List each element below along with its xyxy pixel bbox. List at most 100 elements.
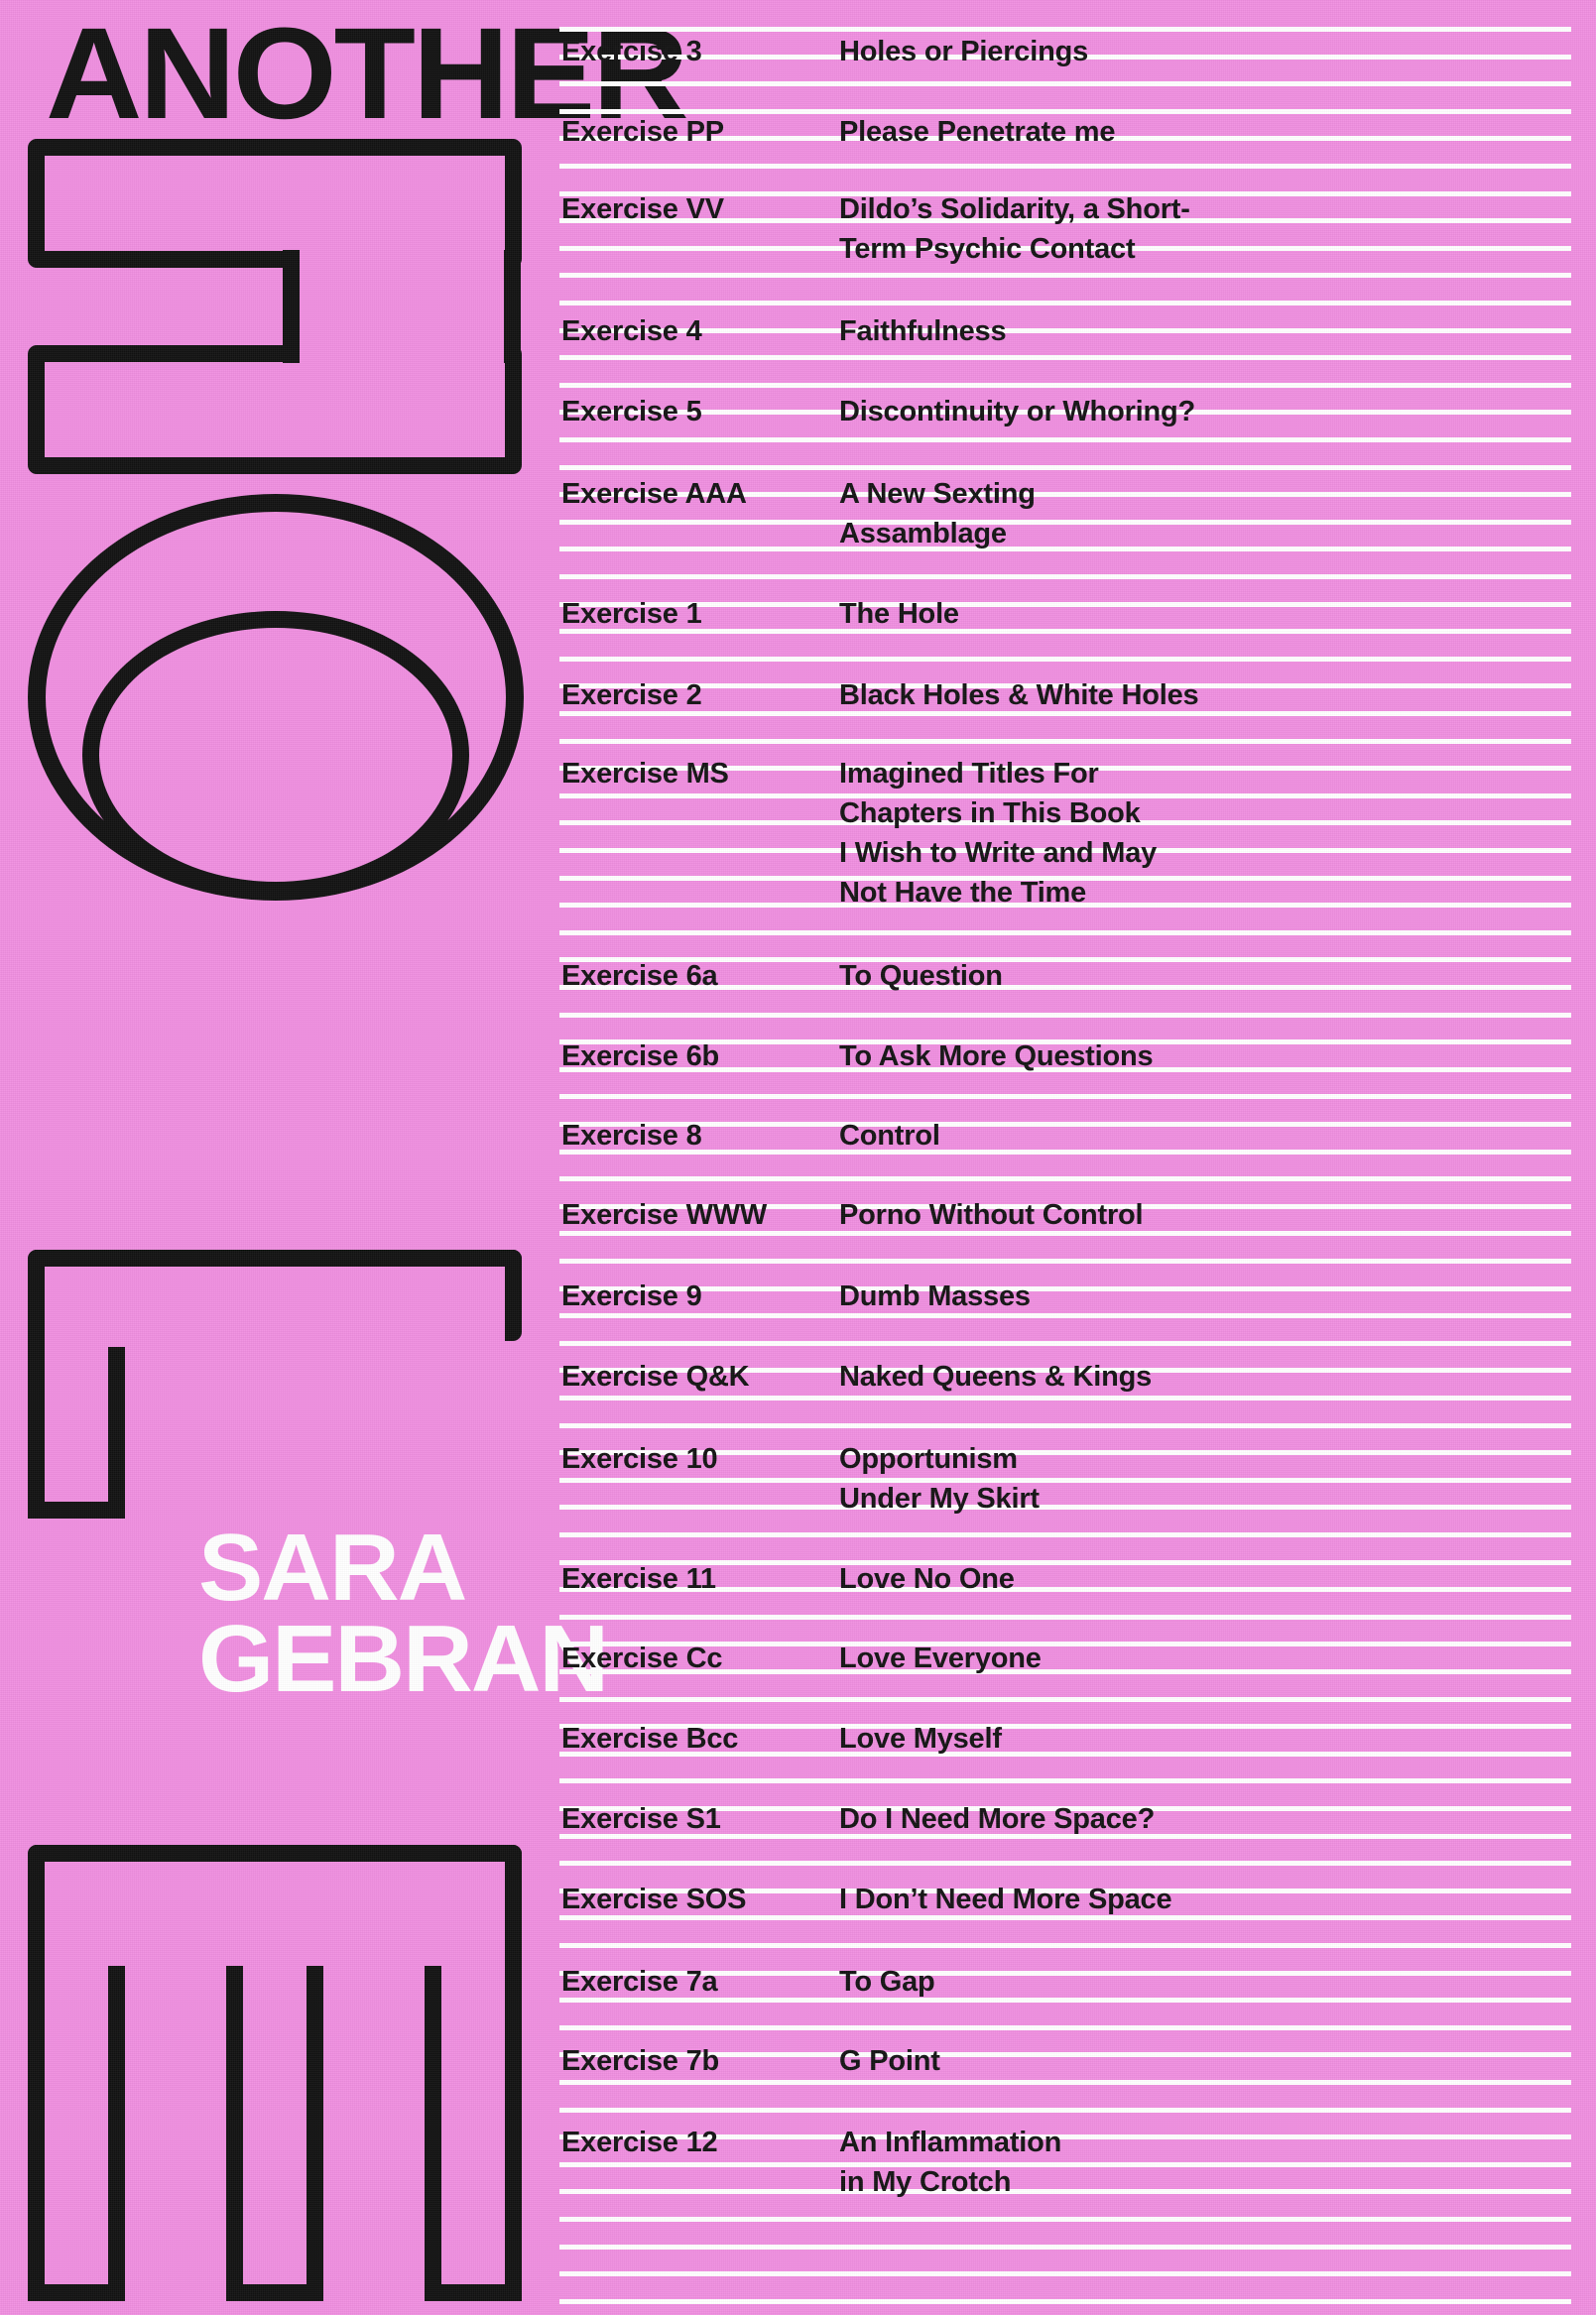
rule-line [559, 1943, 1571, 1948]
contents-row[interactable]: Exercise PP Please Penetrate me [552, 112, 1596, 152]
contents-row[interactable]: Exercise 7b G Point [552, 2041, 1596, 2081]
exercise-title: Naked Queens & Kings [839, 1357, 1596, 1397]
rule-line [559, 2244, 1571, 2250]
exercise-code: Exercise 10 [561, 1442, 718, 1475]
exercise-title-line: Chapters in This Book [839, 797, 1141, 830]
rule-line [559, 1861, 1571, 1867]
rule-line [559, 327, 1571, 333]
rule-line [559, 410, 1571, 416]
contents-row[interactable]: Exercise Bcc Love Myself [552, 1719, 1596, 1759]
rule-line [559, 1259, 1571, 1264]
contents-row[interactable]: Exercise Cc Love Everyone [552, 1639, 1596, 1678]
contents-row[interactable]: Exercise SOS I Don’t Need More Space [552, 1880, 1596, 1919]
rule-line [559, 382, 1571, 388]
exercise-title: To Question [839, 956, 1596, 996]
contents-row[interactable]: Exercise Q&K Naked Queens & Kings [552, 1357, 1596, 1397]
exercise-title-line: I Don’t Need More Space [839, 1884, 1172, 1916]
contents-row[interactable]: Exercise 4 Faithfulness [552, 311, 1596, 351]
rule-line [559, 1039, 1571, 1045]
contents-row[interactable]: Exercise WWW Porno Without Control [552, 1195, 1596, 1235]
rule-line [559, 27, 1571, 32]
exercise-title: Love Everyone [839, 1639, 1596, 1678]
contents-row[interactable]: Exercise 9 Dumb Masses [552, 1277, 1596, 1316]
exercise-code: Exercise 4 [561, 315, 702, 348]
letter-m-left-foot [28, 1502, 125, 1519]
rule-line [559, 957, 1571, 963]
exercise-title: To Gap [839, 1962, 1596, 2002]
exercise-title-line: I Wish to Write and May [839, 837, 1158, 870]
contents-row[interactable]: Exercise 6b To Ask More Questions [552, 1036, 1596, 1076]
contents-list: Exercise 3 Holes or Piercings Exercise PP P… [552, 0, 1596, 2315]
exercise-title: A New Sexting Assamblage [839, 474, 1596, 553]
exercise-title-line: Do I Need More Space? [839, 1803, 1156, 1836]
rule-line [559, 1915, 1571, 1921]
exercise-title-line: Not Have the Time [839, 877, 1087, 910]
exercise-code: Exercise 8 [561, 1120, 702, 1152]
exercise-code: Exercise WWW [561, 1198, 768, 1231]
contents-row[interactable]: Exercise 2 Black Holes & White Holes [552, 675, 1596, 715]
rule-line [559, 792, 1571, 798]
exercise-title: Do I Need More Space? [839, 1799, 1596, 1839]
exercise-code: Exercise 1 [561, 598, 702, 631]
contents-row[interactable]: Exercise S1 Do I Need More Space? [552, 1799, 1596, 1839]
exercise-code: Exercise 3 [561, 35, 702, 67]
rule-line [559, 1888, 1571, 1893]
rule-line [559, 1505, 1571, 1511]
rule-line [559, 1751, 1571, 1757]
rule-line [559, 464, 1571, 470]
exercise-title: Dildo’s Solidarity, a Short- Term Psychic… [839, 189, 1596, 269]
contents-panel: Exercise 3 Holes or Piercings Exercise PP P… [552, 0, 1596, 2315]
exercise-code: Exercise 9 [561, 1280, 702, 1313]
exercise-title: I Don’t Need More Space [839, 1880, 1596, 1919]
rule-line [559, 245, 1571, 251]
contents-row[interactable]: Exercise 11 Love No One [552, 1559, 1596, 1599]
exercise-code: Exercise 7a [561, 1965, 718, 1998]
rule-line [559, 136, 1571, 142]
exercise-title: Opportunism Under My Skirt [839, 1439, 1596, 1519]
exercise-title-line: Under My Skirt [839, 1482, 1040, 1515]
contents-row[interactable]: Exercise 12 An Inflammation in My Crotch [552, 2123, 1596, 2202]
rule-line [559, 2052, 1571, 2058]
contents-row[interactable]: Exercise 8 Control [552, 1116, 1596, 1156]
contents-row[interactable]: Exercise VV Dildo’s Solidarity, a Short- T… [552, 189, 1596, 269]
exercise-code: Exercise SOS [561, 1884, 747, 1916]
rule-line [559, 190, 1571, 196]
contents-row[interactable]: Exercise 6a To Question [552, 956, 1596, 996]
exercise-code: Exercise Bcc [561, 1723, 739, 1756]
exercise-title-line: G Point [839, 2044, 940, 2077]
rule-line [559, 1422, 1571, 1428]
contents-row[interactable]: Exercise 5 Discontinuity or Whoring? [552, 392, 1596, 431]
rule-line [559, 683, 1571, 689]
exercise-code: Exercise S1 [561, 1803, 721, 1836]
contents-row[interactable]: Exercise 1 The Hole [552, 594, 1596, 634]
rule-line [559, 547, 1571, 552]
exercise-title: An Inflammation in My Crotch [839, 2123, 1596, 2202]
rule-line [559, 1066, 1571, 1072]
rule-line [559, 519, 1571, 525]
rule-line [559, 1450, 1571, 1456]
author-last-name: GEBRAN [198, 1606, 609, 1713]
contents-row[interactable]: Exercise 10 Opportunism Under My Skirt [552, 1439, 1596, 1519]
rule-line [559, 848, 1571, 853]
exercise-title: The Hole [839, 594, 1596, 634]
letter-m-notch-top [108, 1321, 522, 1347]
rule-line [559, 81, 1571, 87]
exercise-title-line: The Hole [839, 598, 959, 631]
contents-row[interactable]: Exercise 7a To Gap [552, 1962, 1596, 2002]
rule-line [559, 629, 1571, 635]
exercise-title: Control [839, 1116, 1596, 1156]
exercise-title: Love Myself [839, 1719, 1596, 1759]
contents-row[interactable]: Exercise MS Imagined Titles For Chapters i… [552, 754, 1596, 913]
rule-line [559, 1696, 1571, 1702]
exercise-code: Exercise 6b [561, 1040, 720, 1073]
exercise-title-line: Dumb Masses [839, 1280, 1031, 1313]
rule-line [559, 2080, 1571, 2085]
rule-line [559, 1340, 1571, 1346]
rule-line [559, 1724, 1571, 1730]
exercise-title-line: Assamblage [839, 517, 1007, 549]
letter-m-left-stem [28, 1324, 125, 1519]
contents-row[interactable]: Exercise AAA A New Sexting Assamblage [552, 474, 1596, 553]
contents-row[interactable]: Exercise 3 Holes or Piercings [552, 32, 1596, 71]
letter-i-join-top [301, 238, 503, 268]
exercise-code: Exercise 11 [561, 1563, 716, 1596]
